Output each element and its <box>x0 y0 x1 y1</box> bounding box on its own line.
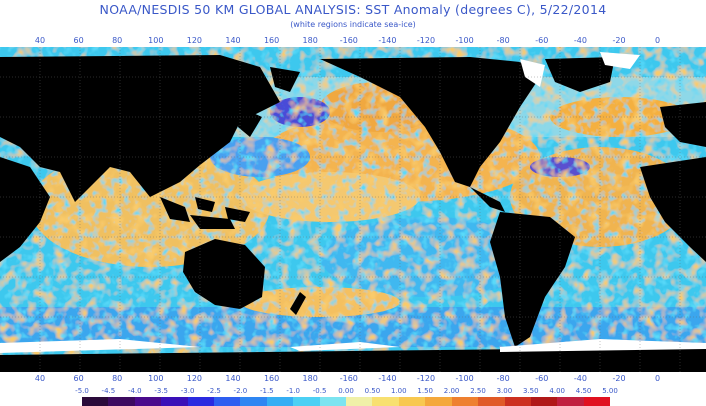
sea-ice <box>0 52 706 353</box>
longitude-bottom-label: 40 <box>34 374 46 383</box>
colorbar-tick-label: -3.5 <box>154 387 169 395</box>
longitude-top-label: -160 <box>339 36 358 45</box>
longitude-bottom-label: -100 <box>455 374 474 383</box>
colorbar-swatch <box>293 397 320 406</box>
colorbar-tick-label: 3.00 <box>496 387 513 395</box>
map-title: NOAA/NESDIS 50 KM GLOBAL ANALYSIS: SST A… <box>99 2 607 17</box>
colorbar-swatch <box>398 397 426 406</box>
colorbar-swatch <box>478 397 505 406</box>
map-subtitle: (white regions indicate sea-ice) <box>290 20 416 29</box>
colorbar-swatch <box>425 397 452 406</box>
longitude-bottom-label: -80 <box>496 374 510 383</box>
colorbar-swatch <box>557 397 584 406</box>
colorbar-tick-label: 1.00 <box>391 387 407 395</box>
colorbar-swatch <box>161 397 188 406</box>
colorbar-tick-label: -4.0 <box>127 387 142 395</box>
colorbar-swatch <box>583 397 611 406</box>
longitude-bottom-label: -160 <box>339 374 358 383</box>
longitude-top-label: -120 <box>416 36 436 45</box>
longitude-bottom-label: -60 <box>535 374 549 383</box>
longitude-top-label: 80 <box>112 36 123 45</box>
colorbar-tick-label: 0.00 <box>338 387 354 395</box>
colorbar-tick-label: -3.0 <box>180 387 195 395</box>
land-masses <box>0 55 706 372</box>
longitude-top-label: 0 <box>655 36 661 45</box>
sst-anomaly-map <box>0 47 706 372</box>
colorbar-swatch <box>504 397 531 406</box>
colorbar-tick-label: 4.50 <box>575 387 592 395</box>
colorbar-tick-label: -5.0 <box>75 387 89 395</box>
colorbar-tick-label: 0.50 <box>364 387 381 395</box>
longitude-top-label: 180 <box>302 36 318 45</box>
colorbar-tick-label: 3.50 <box>523 387 539 395</box>
longitude-bottom-label: 60 <box>73 374 84 383</box>
longitude-bottom-label: -20 <box>612 374 626 383</box>
longitude-top-label: -140 <box>378 36 397 45</box>
colorbar-tick-label: 5.00 <box>602 387 618 395</box>
longitude-top-label: 140 <box>225 36 241 45</box>
longitude-top-label: 100 <box>148 36 164 45</box>
longitude-top-label: -80 <box>496 36 510 45</box>
longitude-top-label: -100 <box>455 36 474 45</box>
colorbar-swatch <box>266 397 294 406</box>
colorbar-tick-label: 1.50 <box>417 387 433 395</box>
longitude-bottom-label: 140 <box>225 374 241 383</box>
colorbar-swatch <box>187 397 215 406</box>
longitude-top-label: -40 <box>573 36 587 45</box>
colorbar-swatch <box>530 397 558 406</box>
colorbar-tick-label: -2.0 <box>233 387 248 395</box>
colorbar-tick-labels: -5.0 -4.5 -4.0 -3.5 -3.0 -2.5 -2.0 -1.5 -1.0 -0.5… <box>0 387 706 397</box>
colorbar-swatch <box>240 397 267 406</box>
longitude-top-label: 40 <box>34 36 46 45</box>
colorbar-tick-label: -0.5 <box>312 387 327 395</box>
longitude-axis-top: 40 60 80 100 120 140 160 180 -160 -140 -120 -100 -80… <box>0 36 706 48</box>
colorbar-swatch <box>346 397 373 406</box>
colorbar-swatch <box>134 397 162 406</box>
longitude-axis-bottom: 40 60 80 100 120 140 160 180 -160 -140 -120 -100 -80… <box>0 374 706 386</box>
longitude-bottom-label: -40 <box>573 374 587 383</box>
colorbar-tick-label: 4.00 <box>549 387 565 395</box>
longitude-top-label: 120 <box>186 36 203 45</box>
longitude-bottom-label: -140 <box>378 374 397 383</box>
colorbar-swatch <box>319 397 347 406</box>
colorbar-swatch <box>108 397 135 406</box>
colorbar-tick-label: 2.00 <box>443 387 460 395</box>
longitude-bottom-label: 0 <box>655 374 661 383</box>
colorbar-swatch <box>214 397 241 406</box>
longitude-top-label: -60 <box>535 36 549 45</box>
colorbar-tick-label: 2.50 <box>470 387 486 395</box>
colorbar-tick-label: -2.5 <box>207 387 221 395</box>
colorbar-swatch <box>82 397 109 406</box>
colorbar-swatch <box>372 397 399 406</box>
longitude-top-label: 160 <box>263 36 280 45</box>
longitude-bottom-label: 160 <box>263 374 280 383</box>
colorbar-tick-label: -1.0 <box>286 387 301 395</box>
colorbar <box>82 397 611 406</box>
lat-lon-grid <box>0 47 706 372</box>
colorbar-tick-label: -1.5 <box>259 387 274 395</box>
longitude-bottom-label: 180 <box>302 374 318 383</box>
longitude-bottom-label: -120 <box>416 374 436 383</box>
colorbar-swatch <box>451 397 479 406</box>
longitude-top-label: 60 <box>73 36 84 45</box>
longitude-top-label: -20 <box>612 36 626 45</box>
longitude-bottom-label: 100 <box>148 374 164 383</box>
longitude-bottom-label: 120 <box>186 374 203 383</box>
colorbar-tick-label: -4.5 <box>101 387 116 395</box>
longitude-bottom-label: 80 <box>112 374 123 383</box>
